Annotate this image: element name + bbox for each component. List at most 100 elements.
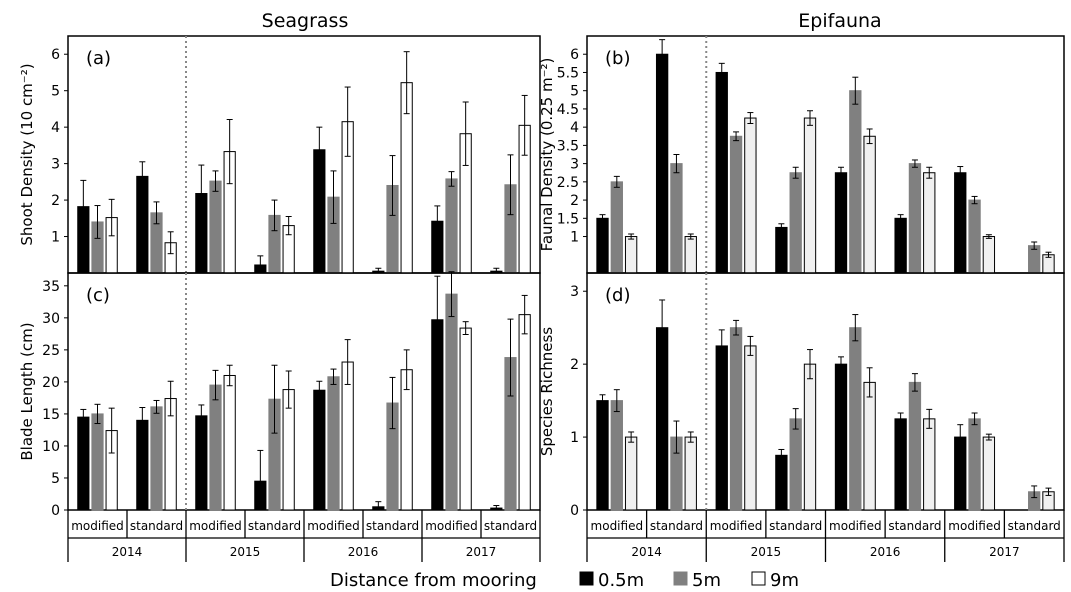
legend-swatch-0 (579, 571, 594, 586)
legend-title: Distance from mooring (330, 570, 537, 591)
treatment-label: modified (189, 519, 242, 533)
bar (834, 363, 848, 511)
treatment-label: standard (130, 519, 183, 533)
y-tick-label: 5 (51, 471, 60, 487)
y-tick-label: 3.5 (557, 138, 579, 154)
bar (789, 172, 802, 274)
bar (624, 236, 638, 274)
y-tick-label: 2 (570, 357, 579, 373)
bar (136, 419, 149, 511)
y-tick-label: 35 (42, 279, 60, 295)
bar (729, 135, 743, 274)
y-tick-label: 6 (570, 47, 579, 63)
bar (729, 327, 743, 511)
bar (968, 418, 981, 511)
bar (894, 217, 907, 274)
y-tick-label: 10 (42, 439, 60, 455)
bar (744, 117, 757, 274)
bar (744, 345, 757, 511)
y-tick-label: 0 (570, 503, 579, 519)
bar (803, 363, 817, 511)
bar (445, 293, 458, 511)
bar (610, 400, 623, 511)
y-axis-label: Shoot Density (10 cm⁻²) (18, 63, 36, 245)
y-tick-label: 3 (570, 157, 579, 173)
bar (459, 327, 472, 511)
year-label: 2015 (230, 545, 261, 559)
bar (209, 180, 222, 274)
bar (775, 226, 788, 274)
legend-swatch-2 (751, 571, 766, 586)
panel-1: 1 1.5 2 2.5 3 3.5 4 4.5 5 5.5 6 Faunal Density (0.2… (538, 35, 1065, 274)
bar (923, 418, 936, 511)
bar (789, 418, 802, 511)
bar (834, 172, 848, 274)
treatment-label: modified (591, 519, 644, 533)
y-tick-label: 30 (42, 311, 60, 327)
bar (715, 345, 728, 511)
y-tick-label: 4.5 (557, 102, 579, 118)
legend-swatch-1 (673, 571, 688, 586)
treatment-label: modified (948, 519, 1001, 533)
bar (849, 327, 862, 511)
year-label: 2014 (112, 545, 143, 559)
legend-label-1: 5m (692, 570, 721, 591)
y-tick-label: 3 (51, 157, 60, 173)
bar (803, 117, 817, 274)
bar (624, 436, 638, 511)
bar (954, 172, 967, 274)
treatment-label: modified (71, 519, 124, 533)
y-tick-label: 2.5 (557, 175, 579, 191)
y-tick-label: 3 (570, 284, 579, 300)
bar (923, 172, 936, 274)
y-axis-label: Blade Length (cm) (18, 322, 36, 460)
bar (77, 416, 90, 511)
bar (684, 236, 697, 274)
y-tick-label: 5 (570, 84, 579, 100)
panel-label: (c) (86, 285, 110, 306)
bar (223, 374, 236, 511)
treatment-label: standard (769, 519, 822, 533)
y-tick-label: 4 (51, 120, 60, 136)
y-axis-label: Faunal Density (0.25 m⁻²) (538, 58, 556, 252)
bar (445, 178, 458, 274)
y-tick-label: 15 (42, 407, 60, 423)
seagrass-header: Seagrass (262, 10, 349, 32)
bar (863, 381, 876, 511)
bar (91, 413, 104, 511)
y-tick-label: 5 (51, 84, 60, 100)
year-label: 2016 (870, 545, 901, 559)
bar (596, 400, 609, 511)
bar (982, 436, 996, 511)
legend-label-0: 0.5m (598, 570, 644, 591)
bar (327, 376, 340, 511)
bar (195, 415, 208, 511)
panel-2: 0 5 10 15 20 25 30 35 Blade Length (cm) (c) modifi… (18, 271, 541, 562)
bar (150, 406, 163, 511)
treatment-label: standard (1008, 519, 1061, 533)
y-tick-label: 5.5 (557, 65, 579, 81)
bar (670, 163, 683, 274)
bar (894, 418, 907, 511)
bar (775, 454, 788, 511)
bar (908, 163, 922, 274)
y-tick-label: 1 (51, 230, 60, 246)
y-tick-label: 6 (51, 47, 60, 63)
panel-label: (d) (605, 285, 630, 306)
bar (908, 381, 922, 511)
panel-0: 1 2 3 4 5 6 Shoot Density (10 cm⁻²) (a) (18, 35, 541, 274)
treatment-label: modified (710, 519, 763, 533)
panel-label: (b) (605, 48, 630, 69)
bar (596, 217, 609, 274)
y-tick-label: 1.5 (557, 211, 579, 227)
year-label: 2017 (466, 545, 497, 559)
y-tick-label: 0 (51, 503, 60, 519)
treatment-label: standard (366, 519, 419, 533)
treatment-label: modified (307, 519, 360, 533)
treatment-label: standard (484, 519, 537, 533)
y-tick-label: 1 (570, 230, 579, 246)
treatment-label: standard (888, 519, 941, 533)
epifauna-header: Epifauna (798, 10, 881, 32)
bar (209, 384, 222, 511)
bar (849, 90, 862, 274)
